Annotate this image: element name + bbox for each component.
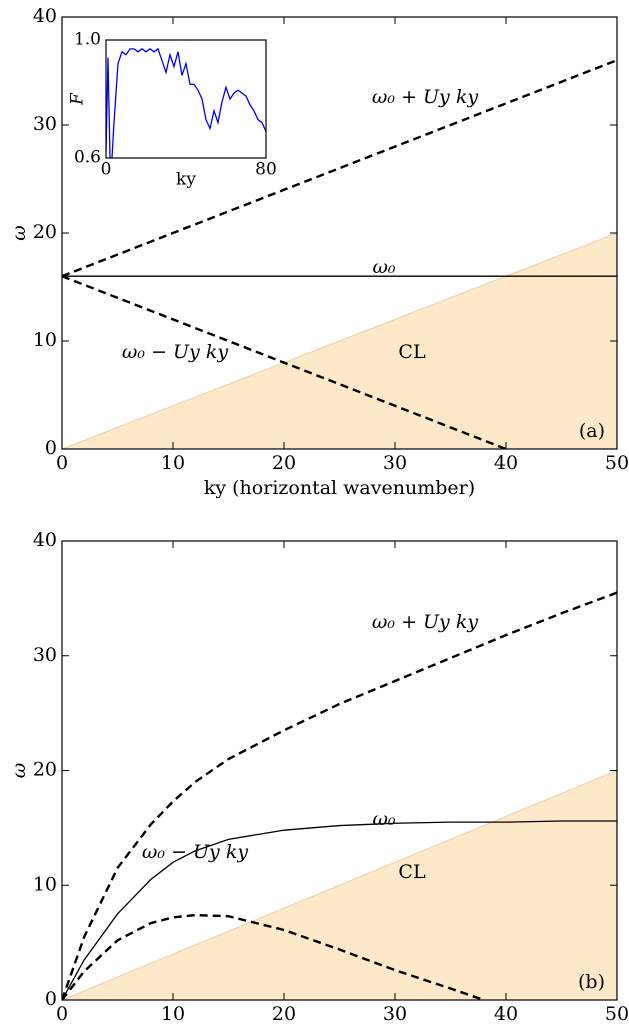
y-tick-label: 0.6 — [74, 148, 101, 168]
x-tick-label: 30 — [383, 1003, 407, 1025]
axes-frame — [105, 39, 267, 159]
line-label: ω₀ + Uy ky — [372, 86, 478, 108]
area — [62, 769, 617, 1000]
x-tick-label: 10 — [161, 1003, 185, 1025]
line — [62, 591, 617, 1000]
line — [62, 59, 617, 278]
panel: CL ω₀ ω₀ + Uy ky ω₀ − Uy ky 0 10 20 30 40 50 0 10 20… — [8, 529, 629, 1025]
x-tick-label: 0 — [101, 160, 112, 180]
area — [62, 232, 617, 449]
x-tick-label: 20 — [272, 452, 296, 474]
x-axis-label: ky — [176, 170, 196, 190]
plot-area — [62, 591, 617, 1000]
y-tick-label: 40 — [33, 5, 57, 27]
y-tick-label: 10 — [33, 873, 57, 895]
x-tick-label: 80 — [255, 160, 277, 180]
panel-label: (b) — [578, 971, 605, 993]
region-label: CL — [398, 861, 426, 883]
x-tick-label: 50 — [605, 1003, 629, 1025]
y-axis-label: ω — [8, 225, 30, 241]
line-label: ω₀ — [372, 808, 395, 830]
y-tick-label: 10 — [33, 329, 57, 351]
x-tick-label: 50 — [605, 452, 629, 474]
panel: 0 80 0.6 1.0 ky F — [68, 30, 277, 190]
line — [62, 820, 617, 1000]
x-tick-label: 40 — [494, 1003, 518, 1025]
y-tick-label: 0 — [45, 437, 57, 459]
y-tick-label: 0 — [45, 988, 57, 1010]
y-tick-label: 40 — [33, 529, 57, 551]
y-tick-label: 30 — [33, 644, 57, 666]
line — [106, 47, 266, 158]
line-label: ω₀ + Uy ky — [372, 611, 478, 633]
line-label: ω₀ − Uy ky — [142, 841, 248, 863]
y-axis-label: ω — [8, 763, 30, 779]
y-tick-label: 1.0 — [74, 30, 101, 50]
x-tick-label: 40 — [494, 452, 518, 474]
line-label: ω₀ − Uy ky — [122, 341, 228, 363]
line — [62, 275, 507, 449]
x-tick-label: 20 — [272, 1003, 296, 1025]
x-tick-label: 0 — [56, 1003, 68, 1025]
line-label: ω₀ — [372, 256, 395, 278]
region-label: CL — [398, 341, 426, 363]
plot-area — [106, 47, 266, 158]
plot-background — [106, 40, 266, 158]
line — [62, 913, 485, 1000]
panel: CL ω₀ ω₀ + Uy ky ω₀ − Uy ky 0 10 20 30 40 50 0 10 20… — [8, 5, 629, 499]
y-tick-label: 20 — [33, 759, 57, 781]
y-tick-label: 20 — [33, 221, 57, 243]
x-axis-label: ky (horizontal wavenumber) — [204, 477, 475, 499]
x-tick-label: 0 — [56, 452, 68, 474]
x-tick-label: 10 — [161, 452, 185, 474]
y-axis-label: F — [68, 92, 88, 106]
panel-label: (a) — [579, 420, 605, 442]
y-tick-label: 30 — [33, 113, 57, 135]
x-tick-label: 30 — [383, 452, 407, 474]
plot-area — [62, 59, 617, 449]
